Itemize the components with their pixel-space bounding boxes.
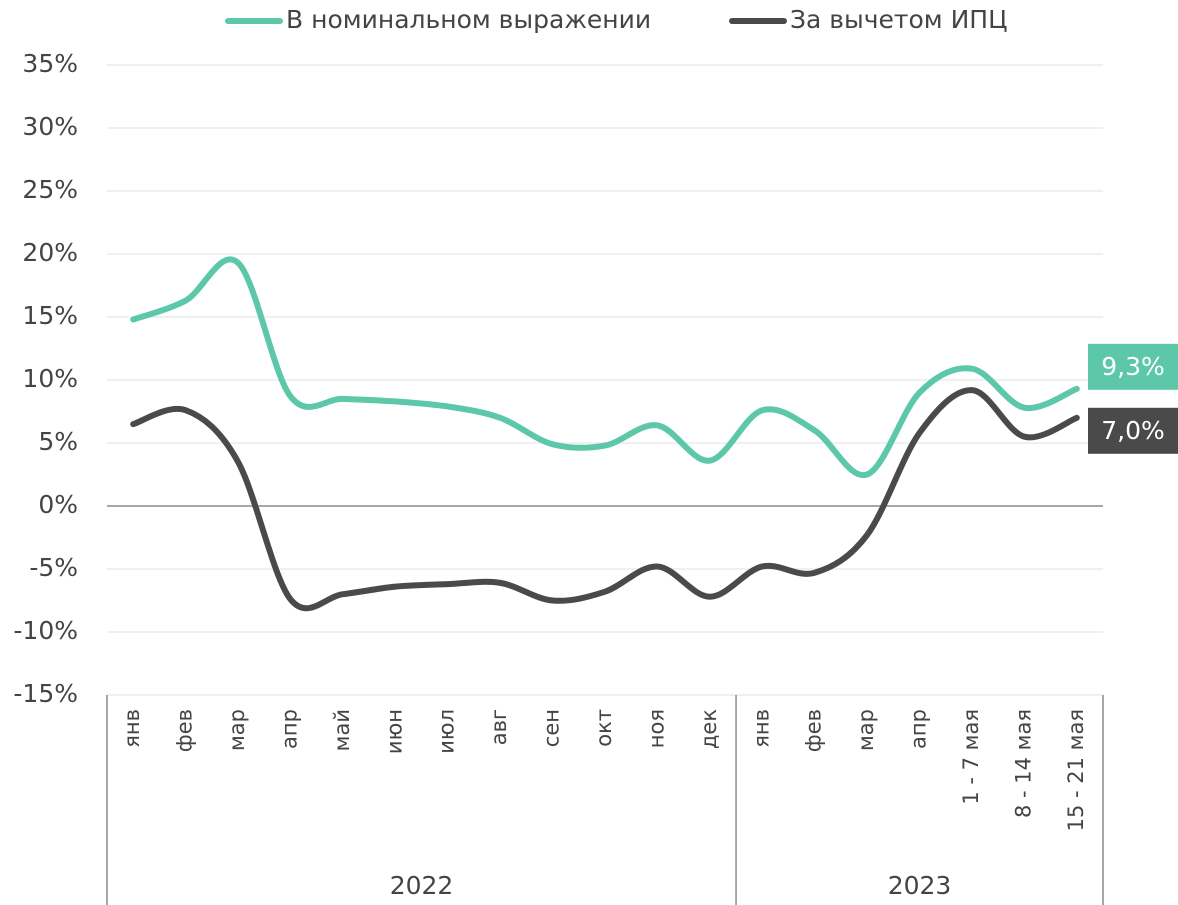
x-tick-label: фев: [802, 709, 826, 752]
x-tick-label: июл: [435, 709, 459, 754]
x-tick-label: 1 - 7 мая: [959, 709, 983, 805]
y-tick-label: 0%: [38, 490, 78, 519]
x-tick-label: 8 - 14 мая: [1011, 709, 1035, 818]
x-tick-label: дек: [697, 709, 721, 749]
x-tick-label: май: [330, 709, 354, 751]
x-tick-label: 15 - 21 мая: [1064, 709, 1088, 831]
x-tick-label: мар: [854, 709, 878, 751]
series-line: [130, 387, 1080, 612]
x-tick-label: окт: [592, 709, 616, 747]
value-label-box: [1088, 343, 1178, 390]
y-tick-label: -10%: [13, 616, 78, 645]
y-tick-label: -15%: [13, 679, 78, 708]
x-tick-label: сен: [540, 709, 564, 747]
x-tick-label: апр: [907, 709, 931, 749]
y-tick-label: 35%: [22, 49, 78, 78]
legend-label: За вычетом ИПЦ: [790, 5, 1008, 34]
y-tick-label: 30%: [22, 112, 78, 141]
value-label: 9,3%: [1101, 352, 1165, 381]
x-tick-label: фев: [173, 709, 197, 752]
group-label: 2022: [390, 871, 454, 900]
x-tick-label: ноя: [644, 709, 668, 748]
x-tick-label: мар: [225, 709, 249, 751]
y-tick-label: -5%: [29, 553, 78, 582]
y-tick-label: 5%: [38, 427, 78, 456]
x-tick-label: апр: [277, 709, 301, 749]
legend-label: В номинальном выражении: [286, 5, 651, 34]
series-line: [130, 256, 1080, 479]
x-tick-label: янв: [120, 709, 144, 748]
value-label-box: [1088, 407, 1178, 454]
x-tick-label: янв: [749, 709, 773, 748]
y-tick-label: 15%: [22, 301, 78, 330]
y-tick-label: 25%: [22, 175, 78, 204]
value-label: 7,0%: [1101, 416, 1165, 445]
y-tick-label: 20%: [22, 238, 78, 267]
y-tick-label: 10%: [22, 364, 78, 393]
group-label: 2023: [888, 871, 952, 900]
x-tick-label: июн: [382, 709, 406, 754]
x-tick-label: авг: [487, 709, 511, 745]
